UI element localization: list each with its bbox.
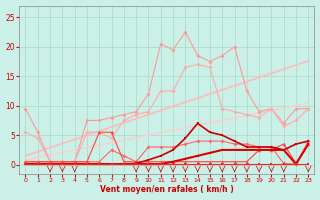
X-axis label: Vent moyen/en rafales ( km/h ): Vent moyen/en rafales ( km/h ): [100, 185, 234, 194]
